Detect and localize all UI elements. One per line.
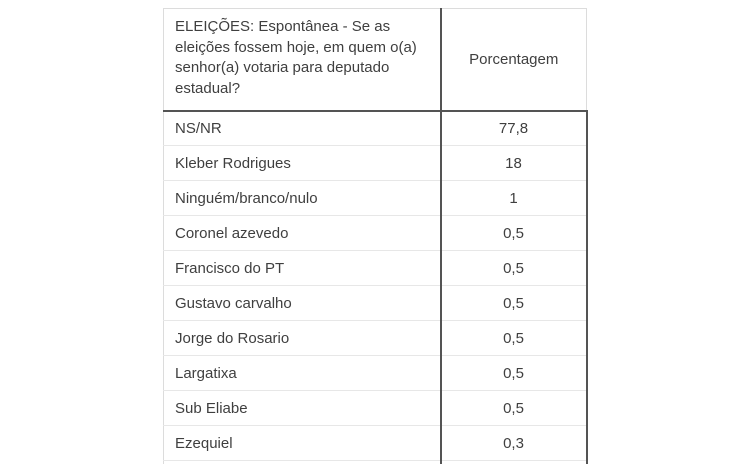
row-percentage-value: 100 bbox=[440, 460, 588, 464]
row-percentage-value: 0,5 bbox=[440, 250, 588, 287]
row-percentage-value: 1 bbox=[440, 180, 588, 217]
row-label: Total bbox=[163, 460, 442, 464]
row-label: Coronel azevedo bbox=[163, 215, 442, 252]
total-row: Total100 bbox=[163, 460, 588, 464]
row-label: Gustavo carvalho bbox=[163, 285, 442, 322]
table-row: Francisco do PT 0,5 bbox=[163, 250, 588, 287]
row-label: Largatixa bbox=[163, 355, 442, 392]
row-label: Ezequiel bbox=[163, 425, 442, 462]
row-percentage-value: 0,5 bbox=[440, 320, 588, 357]
row-label: Jorge do Rosario bbox=[163, 320, 442, 357]
table-row: Jorge do Rosario 0,5 bbox=[163, 320, 588, 357]
table-row: NS/NR 77,8 bbox=[163, 110, 588, 147]
table-row: Gustavo carvalho 0,5 bbox=[163, 285, 588, 322]
question-column-header: ELEIÇÕES: Espontânea - Se as eleições fo… bbox=[163, 7, 442, 112]
row-percentage-value: 0,5 bbox=[440, 285, 588, 322]
table-row: Ninguém/branco/nulo 1 bbox=[163, 180, 588, 217]
row-label: Francisco do PT bbox=[163, 250, 442, 287]
row-label: Ninguém/branco/nulo bbox=[163, 180, 442, 217]
row-label: NS/NR bbox=[163, 110, 442, 147]
table-header-row: ELEIÇÕES: Espontânea - Se as eleições fo… bbox=[163, 7, 587, 112]
poll-results-table: ELEIÇÕES: Espontânea - Se as eleições fo… bbox=[163, 7, 588, 464]
row-percentage-value: 0,5 bbox=[440, 390, 588, 427]
row-percentage-value: 0,5 bbox=[440, 355, 588, 392]
table-body: NS/NR 77,8 Kleber Rodrigues 18 Ninguém/branc… bbox=[163, 110, 588, 464]
row-percentage-value: 0,5 bbox=[440, 215, 588, 252]
percentage-column-header: Porcentagem bbox=[440, 7, 587, 112]
row-percentage-value: 0,3 bbox=[440, 425, 588, 462]
row-percentage-value: 77,8 bbox=[440, 110, 588, 147]
table-row: Largatixa 0,5 bbox=[163, 355, 588, 392]
row-label: Kleber Rodrigues bbox=[163, 145, 442, 182]
table-row: Sub Eliabe 0,5 bbox=[163, 390, 588, 427]
table-row: Coronel azevedo 0,5 bbox=[163, 215, 588, 252]
row-percentage-value: 18 bbox=[440, 145, 588, 182]
table-row: Kleber Rodrigues 18 bbox=[163, 145, 588, 182]
table-row: Ezequiel 0,3 bbox=[163, 425, 588, 462]
row-label: Sub Eliabe bbox=[163, 390, 442, 427]
